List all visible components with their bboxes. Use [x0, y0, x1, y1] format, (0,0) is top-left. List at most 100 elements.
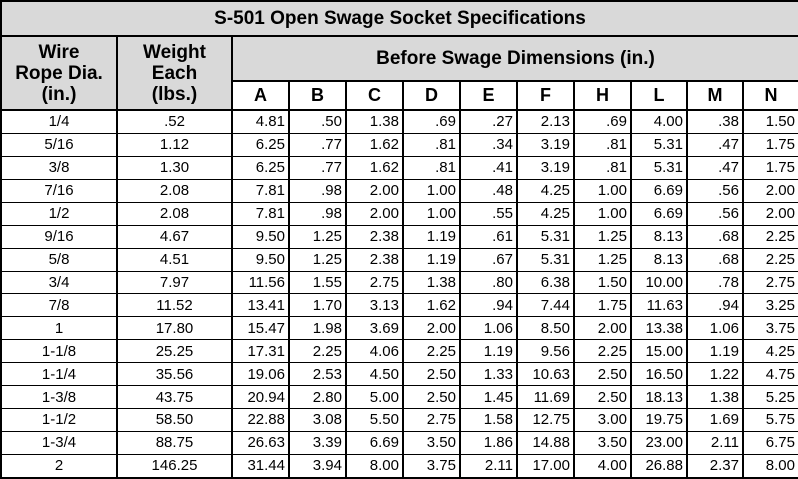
dimension-cell: 5.50	[345, 408, 404, 432]
dimension-cell: 10.63	[516, 362, 575, 387]
dimension-cell: 1.55	[288, 270, 347, 295]
dimension-cell: 2.75	[345, 270, 404, 295]
dimension-cell: .81	[402, 132, 461, 157]
dimension-cell: 16.50	[630, 362, 688, 387]
column-header-a: A	[231, 80, 290, 111]
dimension-cell: 1.19	[402, 247, 461, 272]
dimension-cell: .69	[573, 108, 632, 134]
column-header-m: M	[686, 80, 744, 111]
dimension-cell: 6.75	[742, 430, 798, 455]
dimension-cell: 1.25	[288, 247, 347, 272]
table-row: 3/8 1.30 6.25.77 1.62.81.41 3.19.81 5.31.47 1.…	[0, 155, 798, 180]
table-body: 1/4.52 4.81.50 1.38.69.27 2.13.69 4.00.38 1.5…	[0, 108, 798, 479]
dimension-cell: 9.50	[231, 247, 290, 272]
weight-each-header-line: Weight	[143, 41, 206, 63]
dimension-cell: 5.00	[345, 385, 404, 410]
dimension-cell: 8.13	[630, 224, 688, 249]
weight-cell: 146.25	[116, 453, 233, 479]
dimension-cell: .47	[686, 155, 744, 180]
dimension-cell: 11.56	[231, 270, 290, 295]
dimension-cell: 14.88	[516, 430, 575, 455]
dimension-cell: .56	[686, 178, 744, 203]
dimension-cell: .69	[402, 108, 461, 134]
dimension-cell: .61	[459, 224, 518, 249]
dimension-cell: 1.75	[742, 155, 798, 180]
dimension-cell: 2.00	[345, 201, 404, 226]
dimension-cell: 2.13	[516, 108, 575, 134]
dimension-cell: 4.81	[231, 108, 290, 134]
weight-cell: 2.08	[116, 201, 233, 226]
dimension-cell: .81	[573, 155, 632, 180]
dimension-cell: 1.25	[288, 224, 347, 249]
weight-cell: 4.67	[116, 224, 233, 249]
wire-rope-dia-cell: 1/2	[0, 201, 118, 226]
dimension-cell: 1.70	[288, 293, 347, 318]
dimension-cell: 1.98	[288, 316, 347, 341]
dimension-cell: 7.81	[231, 178, 290, 203]
dimension-cell: .81	[573, 132, 632, 157]
dimension-cell: 4.25	[516, 178, 575, 203]
weight-cell: 88.75	[116, 430, 233, 455]
dimension-cell: 1.19	[459, 339, 518, 364]
dimension-cell: 15.47	[231, 316, 290, 341]
wire-rope-dia-header-line: Rope Dia.	[15, 62, 103, 84]
weight-cell: 17.80	[116, 316, 233, 341]
column-header-b: B	[288, 80, 347, 111]
dimension-cell: .50	[288, 108, 347, 134]
dimension-cell: 4.25	[742, 339, 798, 364]
column-header-h: H	[573, 80, 632, 111]
dimension-cell: 5.31	[516, 224, 575, 249]
dimension-cell: 6.69	[630, 201, 688, 226]
dimension-cell: 4.25	[516, 201, 575, 226]
dimension-cell: 3.75	[402, 453, 461, 479]
dimension-cell: 2.50	[402, 385, 461, 410]
dimension-cell: 1.38	[686, 385, 744, 410]
dimension-cell: 5.25	[742, 385, 798, 410]
wire-rope-dia-cell: 3/8	[0, 155, 118, 180]
dimension-cell: 4.50	[345, 362, 404, 387]
table-row: 1-1/8 25.25 17.31 2.25 4.06 2.25 1.19 9.56 2.25 1…	[0, 339, 798, 364]
wire-rope-dia-header: Wire Rope Dia. (in.)	[0, 35, 118, 111]
dimension-cell: 17.00	[516, 453, 575, 479]
dimension-cell: 1.45	[459, 385, 518, 410]
table-row: 5/8 4.51 9.50 1.25 2.38 1.19.67 5.31 1.25 8.13.6…	[0, 247, 798, 272]
dimension-cell: 6.25	[231, 155, 290, 180]
dimension-cell: 2.38	[345, 247, 404, 272]
dimension-cell: 4.00	[573, 453, 632, 479]
dimension-cell: 2.80	[288, 385, 347, 410]
dimension-cell: 1.22	[686, 362, 744, 387]
dimension-cell: 3.19	[516, 155, 575, 180]
table-row: 7/16 2.08 7.81.98 2.00 1.00.48 4.25 1.00 6.69.5…	[0, 178, 798, 203]
weight-cell: .52	[116, 108, 233, 134]
dimension-cell: 3.08	[288, 408, 347, 432]
wire-rope-dia-cell: 1	[0, 316, 118, 341]
weight-each-header: Weight Each (lbs.)	[116, 35, 233, 111]
wire-rope-dia-cell: 2	[0, 453, 118, 479]
dimension-cell: 1.69	[686, 408, 744, 432]
dimension-cell: 11.63	[630, 293, 688, 318]
dimension-cell: 8.50	[516, 316, 575, 341]
wire-rope-dia-cell: 7/16	[0, 178, 118, 203]
table-row: 5/16 1.12 6.25.77 1.62.81.34 3.19.81 5.31.47 1…	[0, 132, 798, 157]
dimension-cell: 3.69	[345, 316, 404, 341]
dimension-cell: .94	[686, 293, 744, 318]
wire-rope-dia-cell: 5/16	[0, 132, 118, 157]
dimension-cell: 1.25	[573, 247, 632, 272]
column-header-c: C	[345, 80, 404, 111]
dimension-cell: 18.13	[630, 385, 688, 410]
wire-rope-dia-cell: 7/8	[0, 293, 118, 318]
dimension-cell: 5.31	[630, 155, 688, 180]
table-row: 1 17.80 15.47 1.98 3.69 2.00 1.06 8.50 2.00 13.38…	[0, 316, 798, 341]
dimension-cell: .55	[459, 201, 518, 226]
dimension-cell: 2.00	[402, 316, 461, 341]
dimension-cell: 1.00	[573, 201, 632, 226]
wire-rope-dia-cell: 1/4	[0, 108, 118, 134]
dimension-cell: .94	[459, 293, 518, 318]
table-row: 1-3/8 43.75 20.94 2.80 5.00 2.50 1.45 11.69 2.50…	[0, 385, 798, 410]
dimension-cell: 31.44	[231, 453, 290, 479]
dimension-cell: 26.88	[630, 453, 688, 479]
dimension-cell: 1.33	[459, 362, 518, 387]
dimension-cell: 6.69	[345, 430, 404, 455]
dimension-cell: .27	[459, 108, 518, 134]
dimension-cell: .77	[288, 155, 347, 180]
